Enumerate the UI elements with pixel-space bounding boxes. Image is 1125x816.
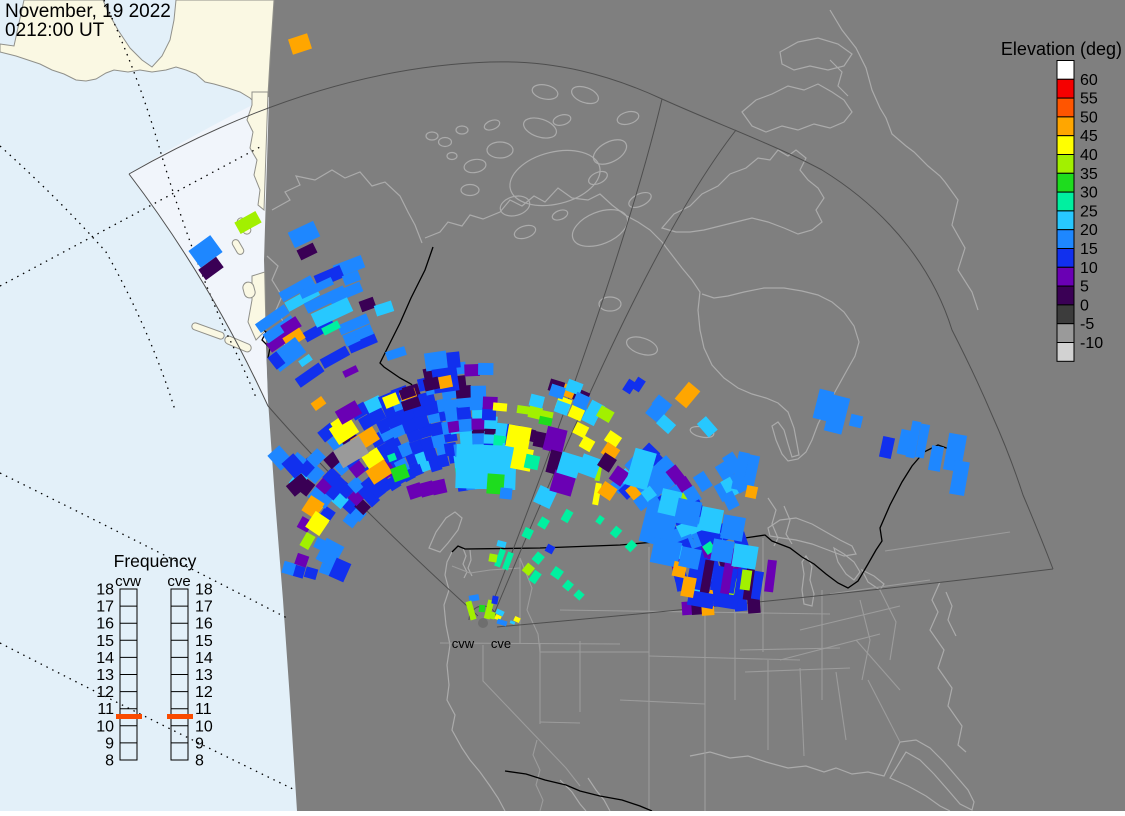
svg-text:8: 8 [195, 753, 204, 770]
svg-text:15: 15 [96, 633, 114, 650]
svg-text:cvw: cvw [115, 573, 141, 590]
svg-text:cve: cve [491, 636, 511, 651]
svg-text:13: 13 [96, 667, 114, 684]
svg-text:55: 55 [1080, 91, 1098, 108]
svg-text:45: 45 [1080, 128, 1098, 145]
svg-text:11: 11 [195, 701, 212, 718]
svg-text:0: 0 [1080, 297, 1089, 314]
svg-text:10: 10 [1080, 260, 1098, 277]
svg-text:15: 15 [1080, 241, 1098, 258]
svg-text:0212:00 UT: 0212:00 UT [5, 20, 105, 41]
svg-text:50: 50 [1080, 109, 1098, 126]
svg-text:Frequency: Frequency [114, 551, 197, 571]
svg-text:30: 30 [1080, 185, 1098, 202]
svg-text:11: 11 [97, 701, 114, 718]
svg-text:10: 10 [96, 718, 114, 735]
svg-text:60: 60 [1080, 72, 1098, 89]
svg-text:Elevation (deg): Elevation (deg) [1001, 39, 1122, 59]
svg-text:15: 15 [195, 633, 213, 650]
svg-text:14: 14 [195, 650, 213, 667]
svg-text:14: 14 [96, 650, 114, 667]
svg-text:10: 10 [195, 718, 213, 735]
svg-text:18: 18 [195, 582, 213, 599]
svg-text:9: 9 [195, 735, 204, 752]
svg-text:17: 17 [96, 599, 114, 616]
svg-text:17: 17 [195, 599, 213, 616]
svg-text:16: 16 [96, 616, 114, 633]
svg-text:16: 16 [195, 616, 213, 633]
svg-text:12: 12 [96, 684, 114, 701]
svg-text:13: 13 [195, 667, 213, 684]
svg-text:12: 12 [195, 684, 213, 701]
svg-text:8: 8 [105, 753, 114, 770]
svg-text:5: 5 [1080, 279, 1089, 296]
svg-text:20: 20 [1080, 222, 1098, 239]
svg-text:18: 18 [96, 582, 114, 599]
svg-text:40: 40 [1080, 147, 1098, 164]
svg-text:cve: cve [167, 573, 190, 590]
svg-text:November, 19 2022: November, 19 2022 [5, 1, 171, 22]
svg-text:-5: -5 [1080, 316, 1094, 333]
svg-text:35: 35 [1080, 166, 1098, 183]
svg-text:9: 9 [105, 735, 114, 752]
svg-text:cvw: cvw [452, 636, 475, 651]
svg-text:25: 25 [1080, 203, 1098, 220]
svg-text:-10: -10 [1080, 335, 1103, 352]
